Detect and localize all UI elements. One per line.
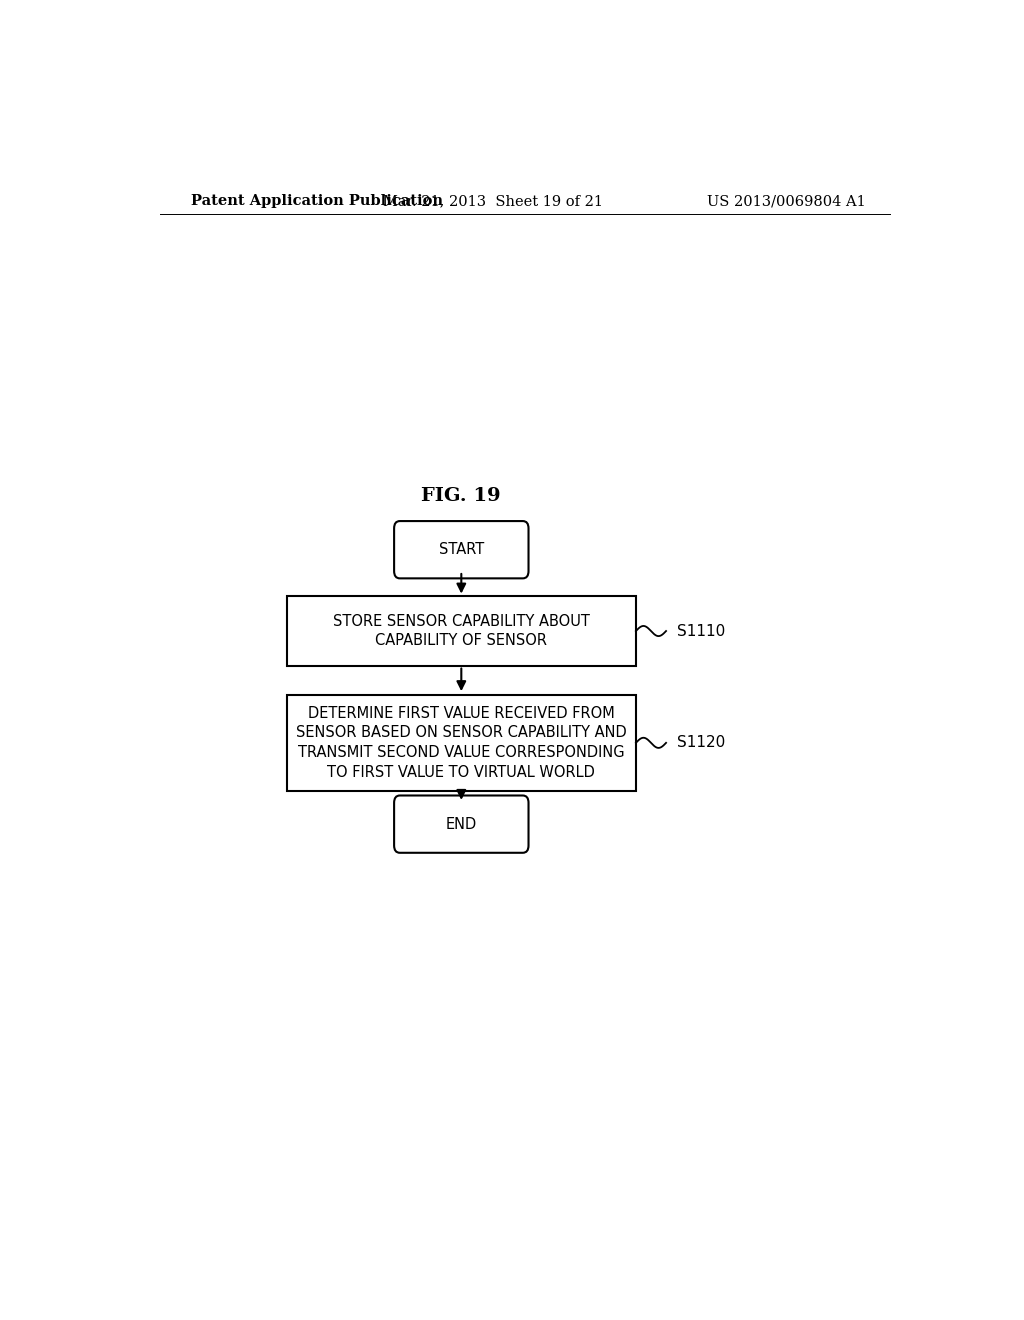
Text: S1120: S1120 (677, 735, 725, 750)
Text: US 2013/0069804 A1: US 2013/0069804 A1 (708, 194, 866, 209)
Text: FIG. 19: FIG. 19 (422, 487, 501, 504)
Text: Patent Application Publication: Patent Application Publication (191, 194, 443, 209)
Text: END: END (445, 817, 477, 832)
Text: START: START (438, 543, 484, 557)
Bar (287, 597, 636, 665)
Text: STORE SENSOR CAPABILITY ABOUT
CAPABILITY OF SENSOR: STORE SENSOR CAPABILITY ABOUT CAPABILITY… (333, 614, 590, 648)
Text: S1110: S1110 (677, 623, 725, 639)
FancyBboxPatch shape (394, 796, 528, 853)
Bar (287, 694, 636, 791)
Text: Mar. 21, 2013  Sheet 19 of 21: Mar. 21, 2013 Sheet 19 of 21 (383, 194, 603, 209)
FancyBboxPatch shape (394, 521, 528, 578)
Text: DETERMINE FIRST VALUE RECEIVED FROM
SENSOR BASED ON SENSOR CAPABILITY AND
TRANSM: DETERMINE FIRST VALUE RECEIVED FROM SENS… (296, 706, 627, 780)
